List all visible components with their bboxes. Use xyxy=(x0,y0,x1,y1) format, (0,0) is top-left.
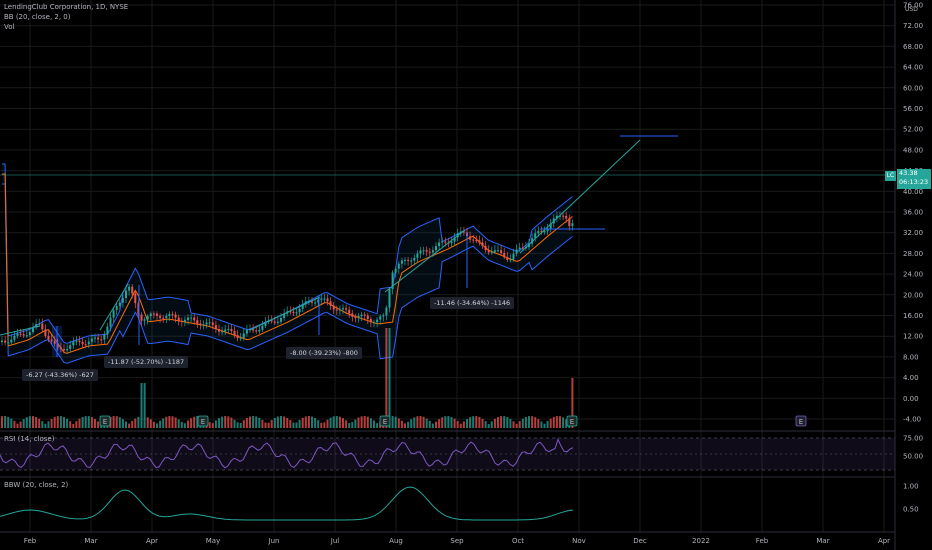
price-tick: 52.00 xyxy=(903,126,923,134)
bb-basis-line xyxy=(2,173,573,354)
price-tick: 20.00 xyxy=(903,291,923,299)
price-tick: 40.00 xyxy=(903,188,923,196)
price-tick: 72.00 xyxy=(903,22,923,30)
price-tick: 24.00 xyxy=(903,271,923,279)
time-tick: Apr xyxy=(146,537,158,545)
price-tick: 32.00 xyxy=(903,229,923,237)
symbol-badge: LC xyxy=(885,171,896,181)
rsi-tick: 50.00 xyxy=(903,453,923,461)
earnings-marker[interactable]: E xyxy=(197,415,209,427)
time-tick: May xyxy=(206,537,220,545)
price-tick: 0.00 xyxy=(903,395,919,403)
price-tick: 12.00 xyxy=(903,333,923,341)
time-axis[interactable]: Feb Mar Apr May Jun Jul Aug Sep Oct Nov Dec 2022 Feb… xyxy=(24,537,890,545)
price-tick: 4.00 xyxy=(903,374,919,382)
price-tick: 76.00 xyxy=(903,2,923,10)
bbw-tick: 1.00 xyxy=(903,483,919,491)
price-tick: 68.00 xyxy=(903,43,923,51)
measure-annotation[interactable]: -6.27 (-43.36%) -627 xyxy=(22,369,98,381)
price-tick: 56.00 xyxy=(903,105,923,113)
drawings[interactable] xyxy=(0,135,895,357)
bb-legend: BB (20, close, 2, 0) xyxy=(4,13,71,21)
time-tick: Jul xyxy=(330,537,340,545)
price-tick: 28.00 xyxy=(903,250,923,258)
earnings-marker[interactable]: E xyxy=(566,415,578,427)
time-tick: Mar xyxy=(84,537,97,545)
svg-text:E: E xyxy=(383,418,387,426)
chart-title: LendingClub Corporation, 1D, NYSE xyxy=(4,3,129,11)
time-tick: Feb xyxy=(756,537,769,545)
earnings-marker[interactable]: E xyxy=(795,415,807,427)
bar-countdown: 06:13:23 xyxy=(899,178,929,186)
time-tick: Apr xyxy=(878,537,890,545)
svg-text:E: E xyxy=(570,418,574,426)
bbw-line xyxy=(0,486,574,521)
time-tick: Dec xyxy=(633,537,647,545)
measure-annotation[interactable]: -11.87 (-52.70%) -1187 xyxy=(104,356,189,368)
price-tick: 60.00 xyxy=(903,84,923,92)
bbw-legend: BBW (20, close, 2) xyxy=(4,481,69,489)
price-tick: 48.00 xyxy=(903,146,923,154)
time-tick: 2022 xyxy=(692,537,710,545)
time-tick: Jun xyxy=(268,537,280,545)
measure-annotation[interactable]: -11.46 (-34.64%) -1146 xyxy=(430,297,515,309)
time-tick: Mar xyxy=(816,537,829,545)
time-tick: Oct xyxy=(512,537,524,545)
price-tick: 8.00 xyxy=(903,353,919,361)
bb-fill xyxy=(2,164,573,364)
price-axis[interactable]: 76.00 72.00 68.00 64.00 60.00 56.00 52.00 48.00… xyxy=(903,2,923,424)
time-tick: Nov xyxy=(572,537,586,545)
earnings-marker[interactable]: E xyxy=(99,415,111,427)
bb-lower-band xyxy=(2,183,573,364)
price-tick: 36.00 xyxy=(903,209,923,217)
last-price-value: 43.38 xyxy=(899,169,918,177)
price-tick: 16.00 xyxy=(903,312,923,320)
vol-legend: Vol xyxy=(4,23,15,31)
price-tick: 64.00 xyxy=(903,64,923,72)
currency-label: USD xyxy=(905,6,918,13)
measure-annotation[interactable]: -8.00 (-39.23%) -800 xyxy=(286,347,362,359)
last-price-label: 43.38 06:13:23 xyxy=(897,169,931,189)
bbw-tick: 0.50 xyxy=(903,506,919,514)
time-tick: Sep xyxy=(450,537,464,545)
rsi-tick: 75.00 xyxy=(903,435,923,443)
time-tick: Aug xyxy=(389,537,403,545)
rsi-line xyxy=(0,438,574,469)
time-tick: Feb xyxy=(24,537,37,545)
svg-text:E: E xyxy=(103,418,107,426)
svg-text:E: E xyxy=(201,418,205,426)
earnings-marker[interactable]: E xyxy=(379,415,391,427)
price-tick: -4.00 xyxy=(903,416,921,424)
volume-bars xyxy=(1,328,574,428)
svg-text:E: E xyxy=(799,418,803,426)
rsi-legend: RSI (14, close) xyxy=(4,435,55,443)
